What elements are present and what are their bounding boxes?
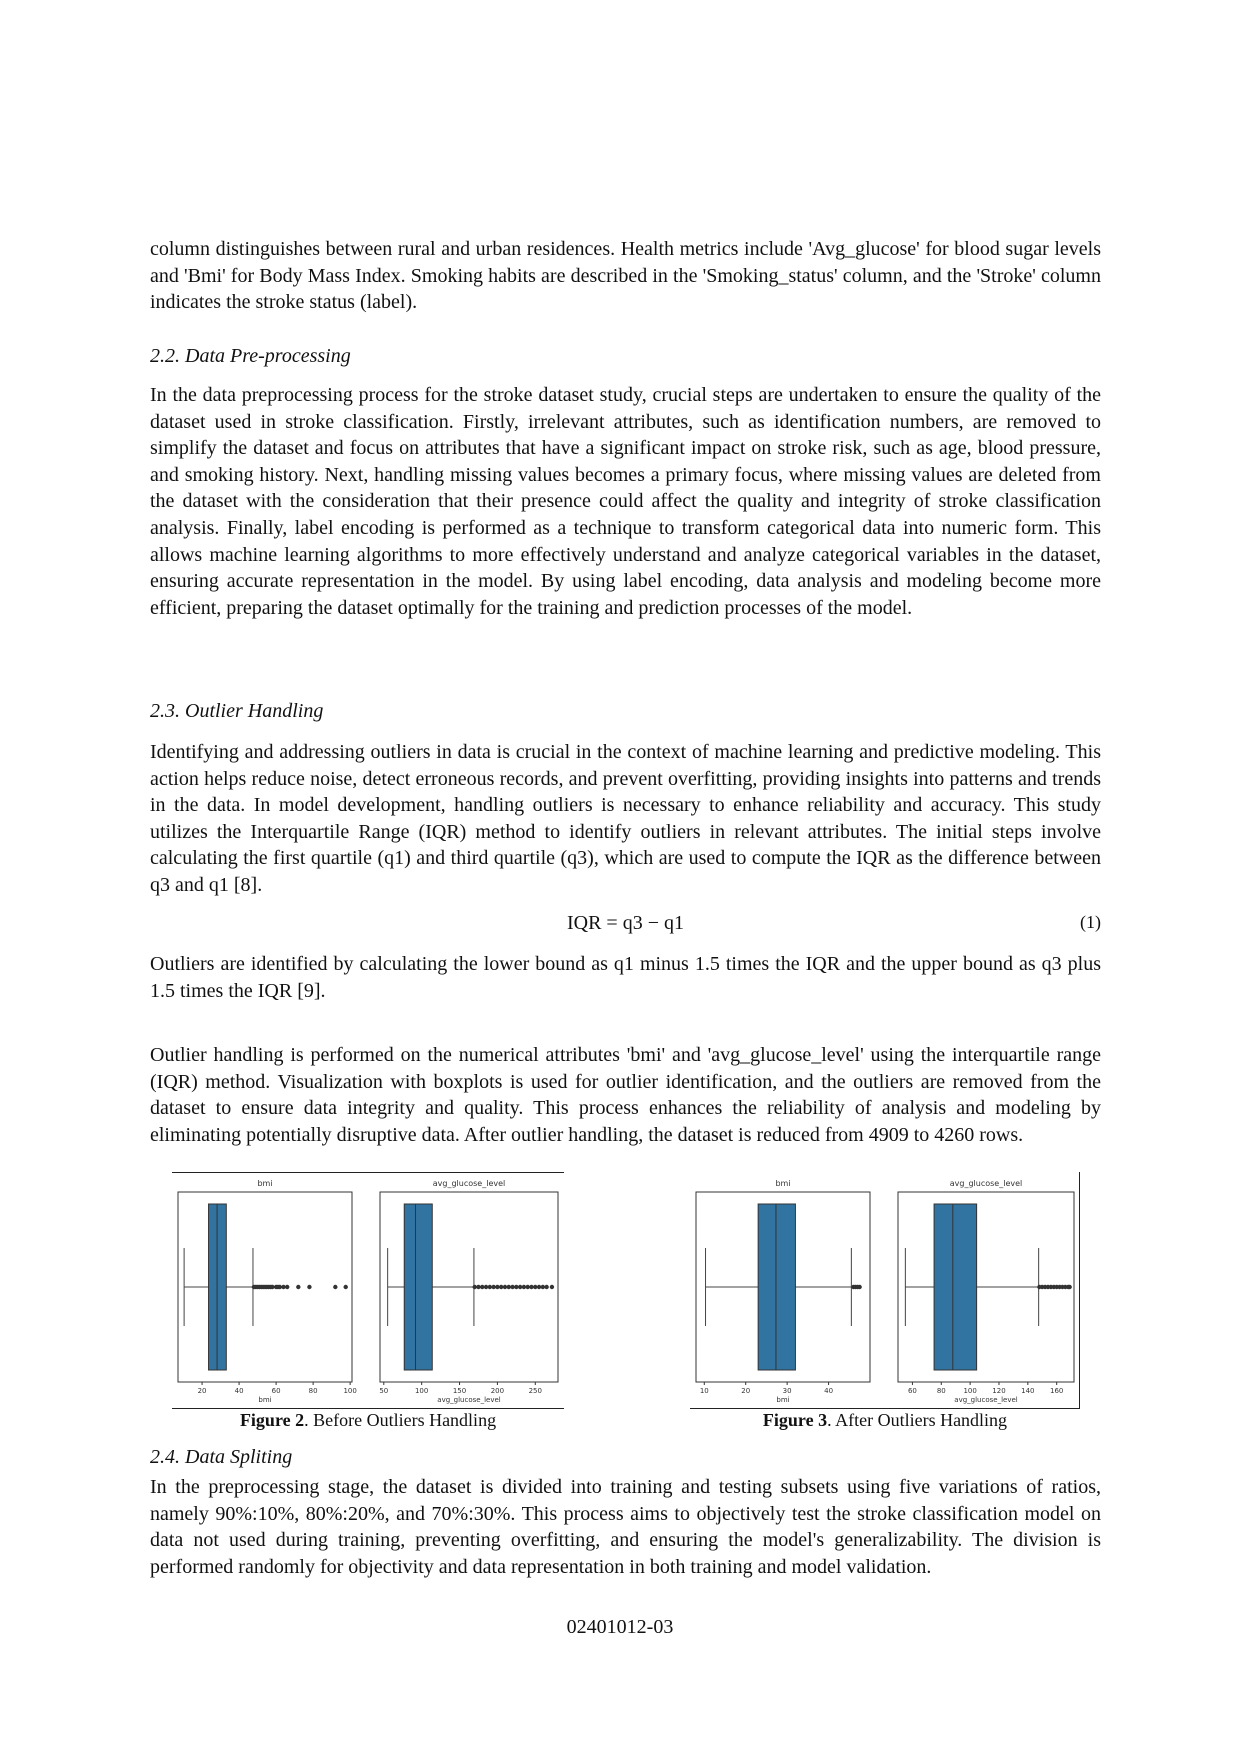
outlier-point [343, 1284, 348, 1290]
paragraph-data-splitting: In the preprocessing stage, the dataset … [150, 1476, 1101, 1578]
outlier-point [491, 1284, 496, 1290]
figure2-bottom-rule [172, 1408, 564, 1409]
section-heading-2-3: 2.3. Outlier Handling [150, 700, 324, 722]
x-tick-label: 100 [343, 1387, 356, 1395]
outlier-point [333, 1284, 338, 1290]
outlier-point [521, 1284, 527, 1290]
outlier-point [857, 1284, 862, 1290]
outlier-point [525, 1284, 530, 1290]
outlier-point [270, 1284, 275, 1290]
x-axis-label: bmi [776, 1396, 789, 1404]
x-tick-label: 60 [908, 1387, 917, 1395]
subplot-title: bmi [775, 1179, 790, 1188]
figure-2-caption: Figure 2. Before Outliers Handling [172, 1410, 564, 1431]
outlier-point [307, 1284, 312, 1290]
subplot-title: avg_glucose_level [950, 1179, 1023, 1188]
outlier-point [514, 1284, 519, 1290]
outlier-point [540, 1284, 546, 1290]
iqr-box [403, 1203, 433, 1371]
outlier-point [498, 1284, 504, 1290]
x-tick-label: 140 [1021, 1387, 1034, 1395]
x-tick-label: 20 [198, 1387, 207, 1395]
outlier-point [472, 1284, 477, 1290]
outlier-point [517, 1284, 523, 1290]
outlier-point [544, 1284, 549, 1290]
x-tick-label: 10 [700, 1387, 709, 1395]
subplot-frame [379, 1191, 559, 1383]
paragraph-outlier-handling: Outlier handling is performed on the num… [150, 1044, 1101, 1146]
outlier-point [536, 1284, 542, 1290]
figure3-bottom-rule [690, 1408, 1080, 1409]
figure-3-boxplots: bmi 10 20 30 40 bmi avg_glucose_level 60 80 100 12… [695, 1179, 1075, 1404]
outlier-point [487, 1284, 493, 1290]
figure3-right-rule [1079, 1172, 1080, 1408]
x-axis-label: avg_glucose_level [437, 1396, 500, 1404]
outlier-point [476, 1284, 481, 1290]
outlier-point [281, 1284, 286, 1290]
outlier-point [506, 1284, 511, 1290]
figure-2-label: Figure 2 [239, 1410, 305, 1430]
x-tick-label: 80 [309, 1387, 318, 1395]
outlier-point [480, 1284, 485, 1290]
outlier-point [549, 1284, 555, 1290]
outlier-point [510, 1284, 515, 1290]
outlier-point [483, 1284, 489, 1290]
outlier-point [1067, 1284, 1072, 1290]
figure-3-label: Figure 3 [762, 1410, 828, 1430]
x-tick-label: 20 [741, 1387, 750, 1395]
outlier-point [277, 1284, 283, 1290]
x-axis-label: avg_glucose_level [954, 1396, 1017, 1404]
paragraph-intro: column distinguishes between rural and u… [150, 238, 1101, 314]
x-tick-label: 60 [272, 1387, 281, 1395]
x-tick-label: 30 [783, 1387, 792, 1395]
outlier-point [529, 1284, 534, 1290]
equation-formula: IQR = q3 − q1 [566, 912, 684, 934]
outlier-point [296, 1284, 301, 1290]
page-number: 02401012-03 [566, 1616, 674, 1638]
x-tick-label: 40 [824, 1387, 833, 1395]
iqr-box [757, 1203, 796, 1371]
subplot-frame [177, 1191, 353, 1383]
outlier-point [495, 1284, 500, 1290]
subplot-frame [897, 1191, 1075, 1383]
x-tick-label: 120 [992, 1387, 1005, 1395]
outlier-point [533, 1284, 538, 1290]
paragraph-bounds: Outliers are identified by calculating t… [150, 953, 1101, 1002]
x-tick-label: 160 [1050, 1387, 1063, 1395]
x-tick-label: 100 [963, 1387, 976, 1395]
x-tick-label: 150 [453, 1387, 466, 1395]
figure-3-caption-text: . After Outliers Handling [827, 1410, 1008, 1430]
equation-number: (1) [1080, 912, 1101, 932]
outlier-point [502, 1284, 508, 1290]
outlier-point [285, 1284, 290, 1290]
x-tick-label: 250 [529, 1387, 542, 1395]
section-heading-2-2: 2.2. Data Pre-processing [150, 345, 351, 367]
subplot-frame [695, 1191, 871, 1383]
x-tick-label: 50 [379, 1387, 388, 1395]
x-tick-label: 40 [235, 1387, 244, 1395]
x-axis-label: bmi [258, 1396, 271, 1404]
section-heading-2-4: 2.4. Data Spliting [150, 1446, 293, 1468]
figure-2-boxplots: bmi 20 40 60 80 100 bmi avg_glucose_level 50 100 1… [177, 1179, 559, 1404]
x-tick-label: 80 [937, 1387, 946, 1395]
iqr-box [933, 1203, 978, 1371]
x-tick-label: 200 [491, 1387, 504, 1395]
paragraph-preprocessing: In the data preprocessing process for th… [150, 384, 1101, 619]
subplot-title: avg_glucose_level [433, 1179, 506, 1188]
figure2-top-rule [172, 1172, 564, 1173]
subplot-title: bmi [257, 1179, 272, 1188]
figure-2-caption-text: . Before Outliers Handling [304, 1410, 497, 1430]
x-tick-label: 100 [415, 1387, 428, 1395]
figure-3-caption: Figure 3. After Outliers Handling [690, 1410, 1080, 1431]
paragraph-outlier-intro: Identifying and addressing outliers in d… [150, 741, 1101, 896]
